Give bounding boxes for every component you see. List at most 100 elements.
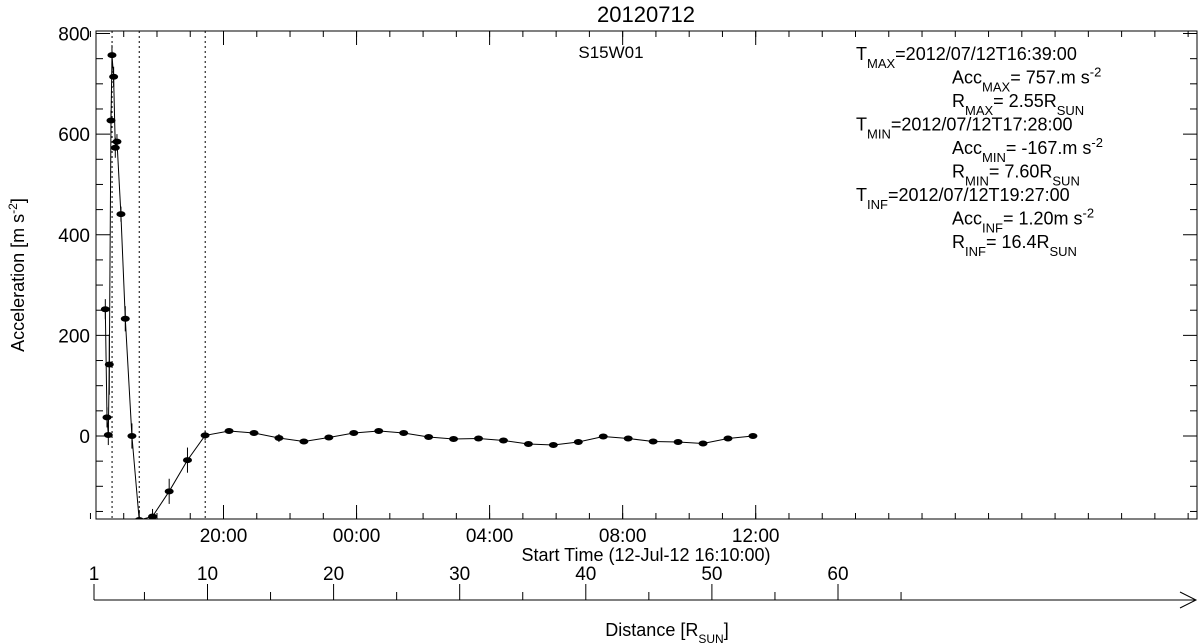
annotation-segment: T [856, 185, 867, 205]
data-point [548, 442, 558, 449]
data-point [249, 429, 259, 436]
y-tick-label: 400 [58, 226, 90, 247]
annotation-segment: Acc [952, 138, 982, 158]
data-point [182, 457, 192, 464]
x-tick-label: 04:00 [466, 526, 514, 547]
annotation-line: RMAX= 2.55RSUN [952, 91, 1084, 118]
annotation-segment: =2012/07/12T16:39:00 [895, 44, 1077, 64]
data-point [573, 439, 583, 446]
annotation-segment: =2012/07/12T17:28:00 [891, 115, 1073, 135]
y-tick-label: 800 [58, 25, 90, 46]
annotation-segment: INF [982, 220, 1003, 235]
annotation-segment: =2012/07/12T19:27:00 [888, 185, 1070, 205]
annotation-segment: MAX [867, 56, 896, 71]
annotation-segment: -2 [1090, 64, 1102, 79]
series-clip-group [100, 45, 758, 519]
distance-axis-label-main: Distance [R [605, 620, 698, 640]
x-tick-label: 20:00 [200, 526, 248, 547]
data-point [120, 315, 130, 322]
data-point [224, 427, 234, 434]
x-axis-label: Start Time (12-Jul-12 16:10:00) [521, 545, 770, 565]
data-point [116, 211, 126, 218]
data-point [598, 433, 608, 440]
distance-axis-arrow [1179, 591, 1198, 609]
annotation-line: TMAX=2012/07/12T16:39:00 [856, 44, 1077, 71]
data-point [648, 438, 658, 445]
data-point [374, 427, 384, 434]
data-point [110, 144, 120, 151]
annotation-segment: = -167.m s [1006, 138, 1092, 158]
data-point [148, 513, 158, 519]
data-point [723, 435, 733, 442]
data-point [112, 138, 122, 145]
data-point [498, 437, 508, 444]
y-tick-label: 600 [58, 125, 90, 146]
data-point [324, 434, 334, 441]
x-tick-label: 00:00 [333, 526, 381, 547]
annotation-segment: = 16.4R [986, 232, 1050, 252]
data-point [102, 414, 112, 421]
data-point [200, 432, 210, 439]
series-line [104, 55, 753, 519]
distance-tick-label: 20 [323, 564, 344, 585]
reference-lines [111, 31, 206, 519]
y-axis-label-main: Acceleration [m s [8, 214, 28, 352]
y-axis-label-sup: -2 [6, 203, 20, 214]
annotation-segment: SUN [1050, 244, 1077, 259]
data-point [103, 431, 113, 438]
distance-tick-label: 60 [827, 564, 848, 585]
data-point [164, 488, 174, 495]
annotation-segment: -2 [1083, 205, 1095, 220]
annotation-segment: = 757.m s [1010, 68, 1090, 88]
data-point [474, 435, 484, 442]
annotation-segment: SUN [1052, 173, 1079, 188]
annotation-segment: = 7.60R [989, 162, 1053, 182]
annotation-segment: -2 [1091, 135, 1103, 150]
data-point [274, 435, 284, 442]
data-point [104, 361, 114, 368]
y-tick-label: 0 [79, 427, 90, 448]
annotation-segment: SUN [1057, 103, 1084, 118]
annotation-line: TMIN=2012/07/12T17:28:00 [856, 115, 1073, 142]
annotation-segment: MIN [965, 173, 989, 188]
distance-axis-label-close: ] [724, 620, 729, 640]
data-point [424, 433, 434, 440]
annotation-segment: Acc [952, 209, 982, 229]
data-point [748, 432, 758, 439]
annotation-line: RMIN= 7.60RSUN [952, 162, 1080, 189]
annotation-segment: R [952, 232, 965, 252]
distance-axis-label: Distance [RSUN] [605, 620, 728, 643]
data-point [109, 73, 119, 80]
annotation-segment: R [952, 91, 965, 111]
annotation-segment: MIN [867, 126, 891, 141]
annotation-segment: T [856, 44, 867, 64]
data-point [523, 441, 533, 448]
y-axis-label: Acceleration [m s-2] [6, 198, 28, 352]
y-tick-label: 200 [58, 326, 90, 347]
distance-axis-label-sub: SUN [698, 632, 723, 643]
data-point [698, 440, 708, 447]
data-point [100, 306, 110, 313]
x-tick-label: 08:00 [599, 526, 647, 547]
annotation-segment: R [952, 162, 965, 182]
acceleration-series [100, 45, 758, 519]
annotation-segment: MAX [965, 103, 994, 118]
data-point [106, 117, 116, 124]
data-point [127, 432, 137, 439]
distance-tick-label: 30 [449, 564, 470, 585]
data-point [299, 438, 309, 445]
x-axis: 20:00 00:00 04:00 08:00 12:00 [89, 31, 1189, 547]
annotation-line: TINF=2012/07/12T19:27:00 [856, 185, 1070, 212]
annotation-line: AccMAX= 757.m s-2 [952, 64, 1101, 94]
annotation-segment: = 2.55R [993, 91, 1057, 111]
data-point [399, 429, 409, 436]
annotation-segment: MAX [982, 79, 1011, 94]
distance-tick-label: 10 [197, 564, 218, 585]
plot-frame [95, 30, 1198, 520]
x-tick-label: 12:00 [732, 526, 780, 547]
data-point [349, 429, 359, 436]
annotation-segment: MIN [982, 150, 1006, 165]
y-axis-label-close: ] [8, 198, 28, 203]
